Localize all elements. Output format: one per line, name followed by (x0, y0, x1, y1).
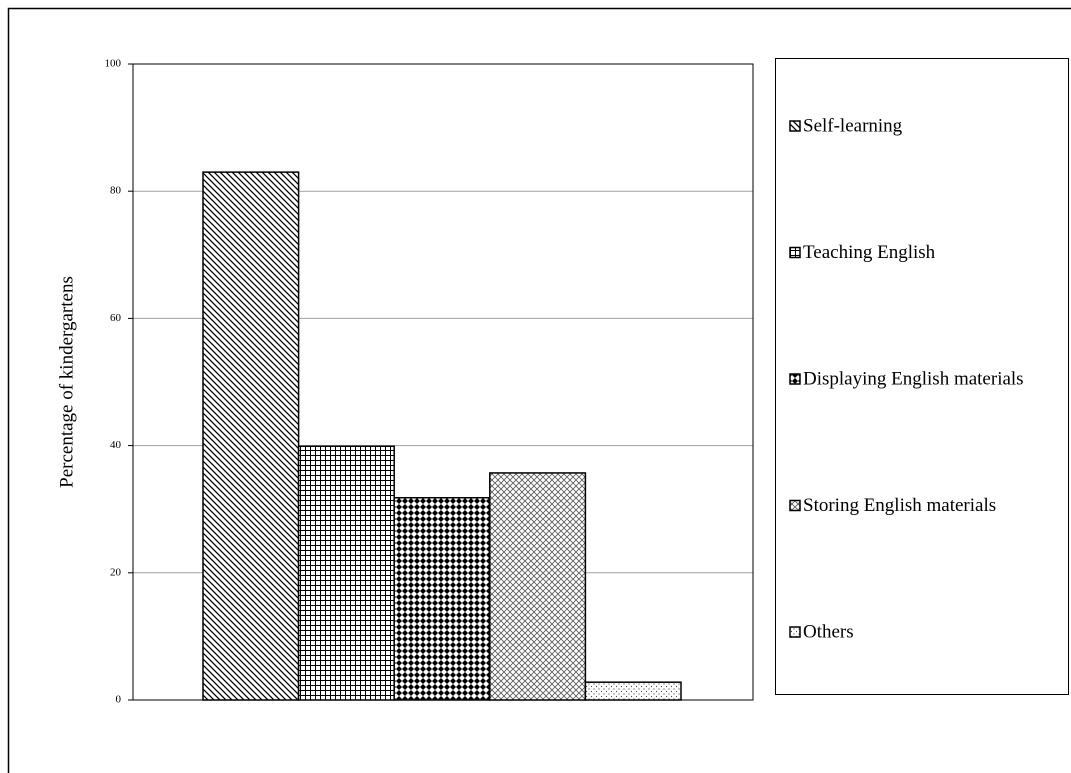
legend-swatch (789, 120, 801, 132)
frame (7, 7, 1071, 773)
legend-box (775, 58, 1069, 695)
bar (297, 445, 395, 701)
bar (202, 171, 300, 701)
y-tick-label: 100 (105, 58, 122, 70)
y-tick-label: 60 (110, 312, 122, 324)
y-axis-label: Percentage of kindergartens (56, 276, 77, 488)
y-tick-label: 0 (116, 694, 122, 706)
bar (584, 681, 682, 701)
legend-label: Others (803, 621, 854, 642)
bar (489, 472, 587, 701)
legend-swatch (789, 626, 801, 638)
legend-swatch (789, 246, 801, 259)
y-tick-label: 20 (110, 566, 122, 578)
y-tick-label: 40 (110, 439, 122, 451)
legend-swatch (789, 373, 801, 385)
legend-label: Teaching English (803, 242, 936, 263)
bar (393, 497, 491, 701)
legend-swatch (789, 499, 801, 512)
y-tick-label: 80 (110, 185, 122, 197)
legend-label: Self-learning (803, 115, 903, 136)
legend-label: Displaying English materials (803, 368, 1024, 389)
legend-label: Storing English materials (803, 495, 996, 516)
